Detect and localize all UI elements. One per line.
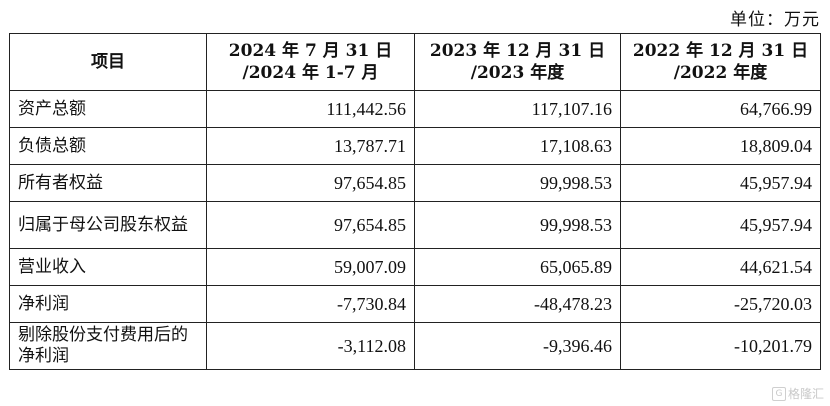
cell-2024: -3,112.08: [206, 322, 415, 370]
cell-2024: 13,787.71: [206, 127, 415, 165]
row-label: 剔除股份支付费用后的净利润: [9, 322, 207, 370]
table-row: 归属于母公司股东权益 97,654.85 99,998.53 45,957.94: [9, 201, 821, 249]
cell-2023: 99,998.53: [414, 201, 621, 249]
cell-2022: -10,201.79: [620, 322, 821, 370]
cell-2024: 97,654.85: [206, 201, 415, 249]
cell-2024: 97,654.85: [206, 164, 415, 202]
table-row: 营业收入 59,007.09 65,065.89 44,621.54: [9, 248, 821, 286]
watermark-logo-icon: G: [771, 386, 786, 401]
header-row: 项目 2024 年 7 月 31 日/2024 年 1-7 月 2023 年 1…: [9, 33, 821, 91]
unit-label: 单位：万元: [730, 10, 820, 30]
cell-2022: 45,957.94: [620, 201, 821, 249]
row-label: 资产总额: [9, 90, 207, 128]
cell-2022: 64,766.99: [620, 90, 821, 128]
header-item: 项目: [9, 33, 207, 91]
financial-summary-table: 项目 2024 年 7 月 31 日/2024 年 1-7 月 2023 年 1…: [9, 33, 821, 370]
header-2022: 2022 年 12 月 31 日/2022 年度: [620, 33, 821, 91]
cell-2023: 117,107.16: [414, 90, 621, 128]
cell-2023: -9,396.46: [414, 322, 621, 370]
cell-2023: 99,998.53: [414, 164, 621, 202]
table-row: 负债总额 13,787.71 17,108.63 18,809.04: [9, 127, 821, 165]
table-row: 净利润 -7,730.84 -48,478.23 -25,720.03: [9, 285, 821, 323]
row-label: 营业收入: [9, 248, 207, 286]
row-label: 归属于母公司股东权益: [9, 201, 207, 249]
header-2024: 2024 年 7 月 31 日/2024 年 1-7 月: [206, 33, 415, 91]
cell-2022: 44,621.54: [620, 248, 821, 286]
header-2023: 2023 年 12 月 31 日/2023 年度: [414, 33, 621, 91]
cell-2024: 111,442.56: [206, 90, 415, 128]
row-label: 所有者权益: [9, 164, 207, 202]
watermark: G 格隆汇: [771, 385, 824, 402]
cell-2023: 65,065.89: [414, 248, 621, 286]
table-row: 剔除股份支付费用后的净利润 -3,112.08 -9,396.46 -10,20…: [9, 322, 821, 370]
cell-2024: 59,007.09: [206, 248, 415, 286]
cell-2023: 17,108.63: [414, 127, 621, 165]
table-row: 资产总额 111,442.56 117,107.16 64,766.99: [9, 90, 821, 128]
cell-2023: -48,478.23: [414, 285, 621, 323]
table-row: 所有者权益 97,654.85 99,998.53 45,957.94: [9, 164, 821, 202]
cell-2024: -7,730.84: [206, 285, 415, 323]
cell-2022: 18,809.04: [620, 127, 821, 165]
cell-2022: -25,720.03: [620, 285, 821, 323]
row-label: 净利润: [9, 285, 207, 323]
cell-2022: 45,957.94: [620, 164, 821, 202]
watermark-text: 格隆汇: [787, 387, 824, 401]
row-label: 负债总额: [9, 127, 207, 165]
